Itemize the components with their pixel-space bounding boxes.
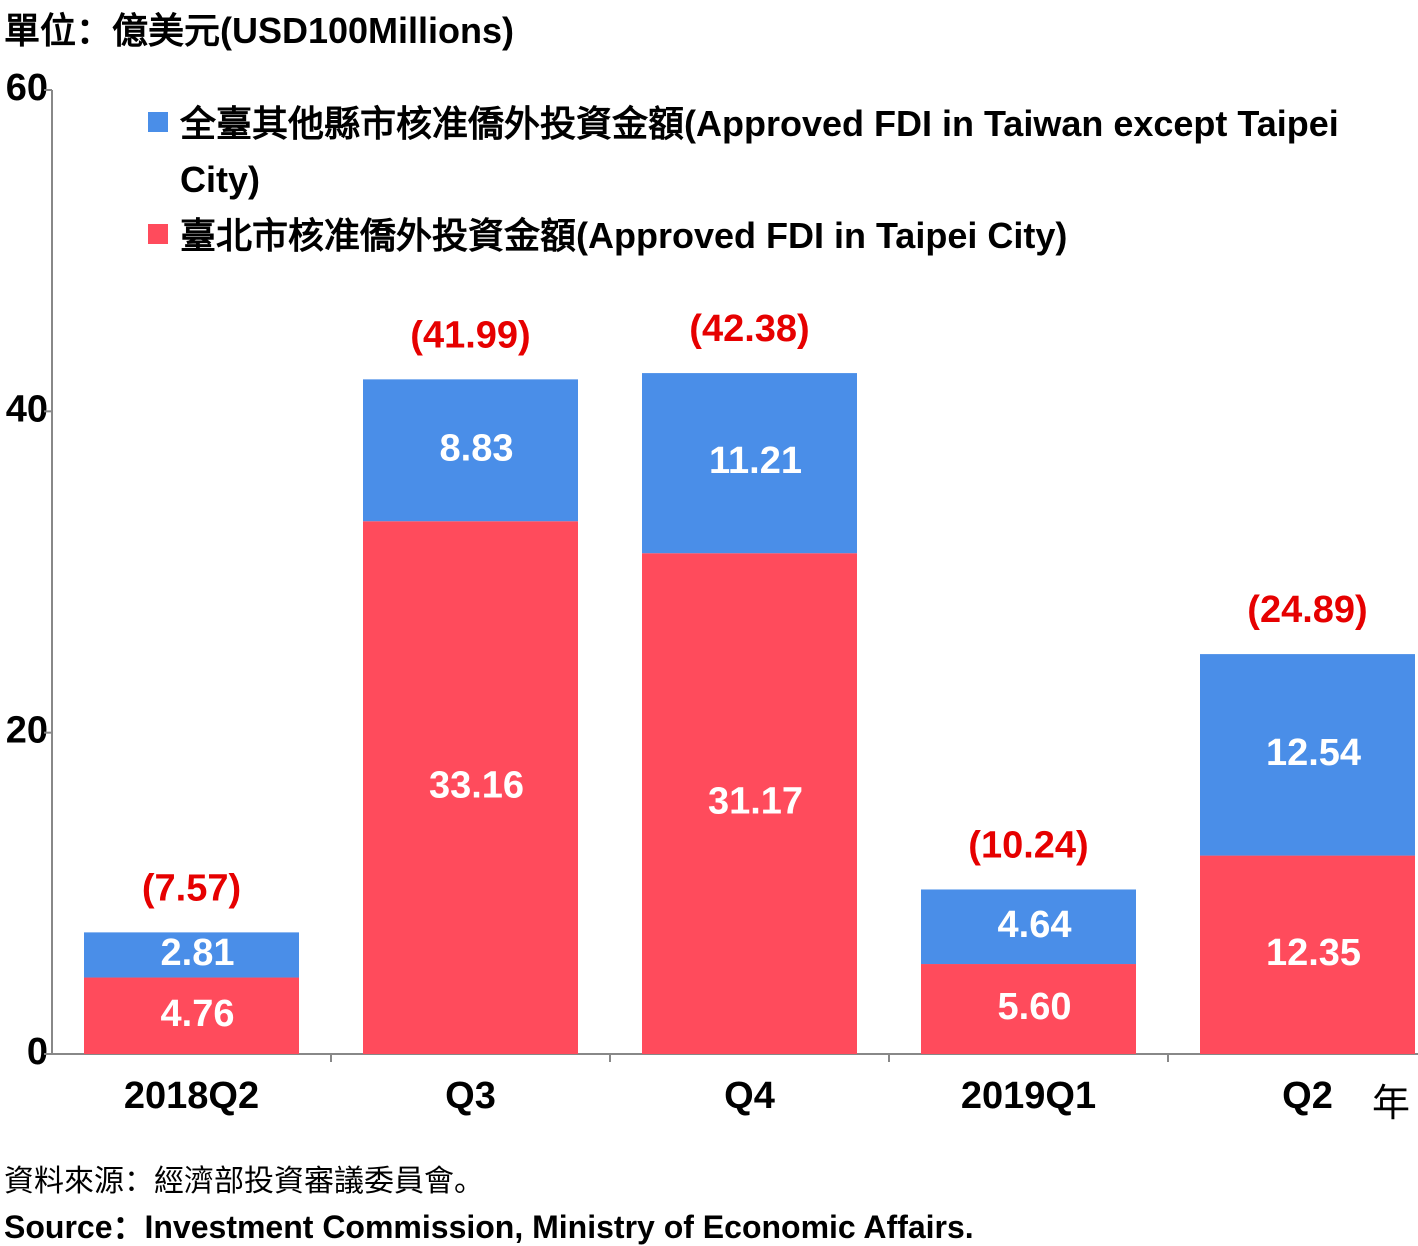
- legend: 全臺其他縣市核准僑外投資金額(Approved FDI in Taiwan ex…: [148, 96, 1398, 264]
- legend-text: 臺北市核准僑外投資金額(Approved FDI in Taipei City): [180, 215, 1068, 256]
- data-label: 31.17: [708, 781, 803, 823]
- data-label: 2.81: [161, 932, 235, 974]
- data-label: 8.83: [440, 427, 514, 469]
- data-label: 33.16: [429, 765, 524, 807]
- bar-segment: [1200, 855, 1415, 1054]
- source-zh: 資料來源：經濟部投資審議委員會。: [4, 1165, 484, 1198]
- x-tick-label: Q4: [724, 1075, 775, 1117]
- data-label: 5.60: [998, 986, 1072, 1028]
- bar-segment: [642, 373, 857, 554]
- source-en: Source：Investment Commission, Ministry o…: [4, 1209, 974, 1245]
- bar-segment: [84, 977, 299, 1054]
- y-tick-label: 20: [6, 710, 48, 752]
- bar-segment: [921, 889, 1136, 965]
- data-label: 4.64: [998, 904, 1072, 946]
- bar-segment: [921, 964, 1136, 1054]
- bar-segment: [363, 521, 578, 1054]
- bar-segment: [363, 379, 578, 522]
- legend-swatch: [148, 224, 168, 244]
- data-label: 12.54: [1266, 732, 1361, 774]
- total-label: (42.38): [689, 308, 809, 350]
- x-tick-label: 2018Q2: [124, 1075, 259, 1117]
- legend-item: 臺北市核准僑外投資金額(Approved FDI in Taipei City): [148, 208, 1398, 264]
- legend-item: 全臺其他縣市核准僑外投資金額(Approved FDI in Taiwan ex…: [148, 96, 1398, 208]
- data-label: 11.21: [709, 440, 802, 482]
- unit-label: 單位：億美元(USD100Millions): [4, 10, 515, 51]
- total-label: (7.57): [142, 867, 241, 909]
- data-label: 4.76: [161, 993, 235, 1035]
- x-tick-label: 2019Q1: [961, 1075, 1096, 1117]
- y-tick-label: 40: [6, 388, 48, 430]
- total-label: (10.24): [968, 825, 1088, 867]
- y-tick-label: 60: [6, 67, 48, 109]
- bar-segment: [1200, 654, 1415, 856]
- total-label: (41.99): [410, 314, 530, 356]
- x-tick-label: Q2: [1282, 1075, 1333, 1117]
- y-tick-label: 0: [27, 1031, 48, 1073]
- data-label: 12.35: [1266, 932, 1361, 974]
- legend-swatch: [148, 112, 168, 132]
- legend-text: 全臺其他縣市核准僑外投資金額(Approved FDI in Taiwan ex…: [180, 103, 1339, 200]
- total-label: (24.89): [1247, 589, 1367, 631]
- x-axis-suffix: 年: [1372, 1083, 1411, 1125]
- x-tick-label: Q3: [445, 1075, 496, 1117]
- bar-segment: [84, 932, 299, 978]
- bar-segment: [642, 553, 857, 1054]
